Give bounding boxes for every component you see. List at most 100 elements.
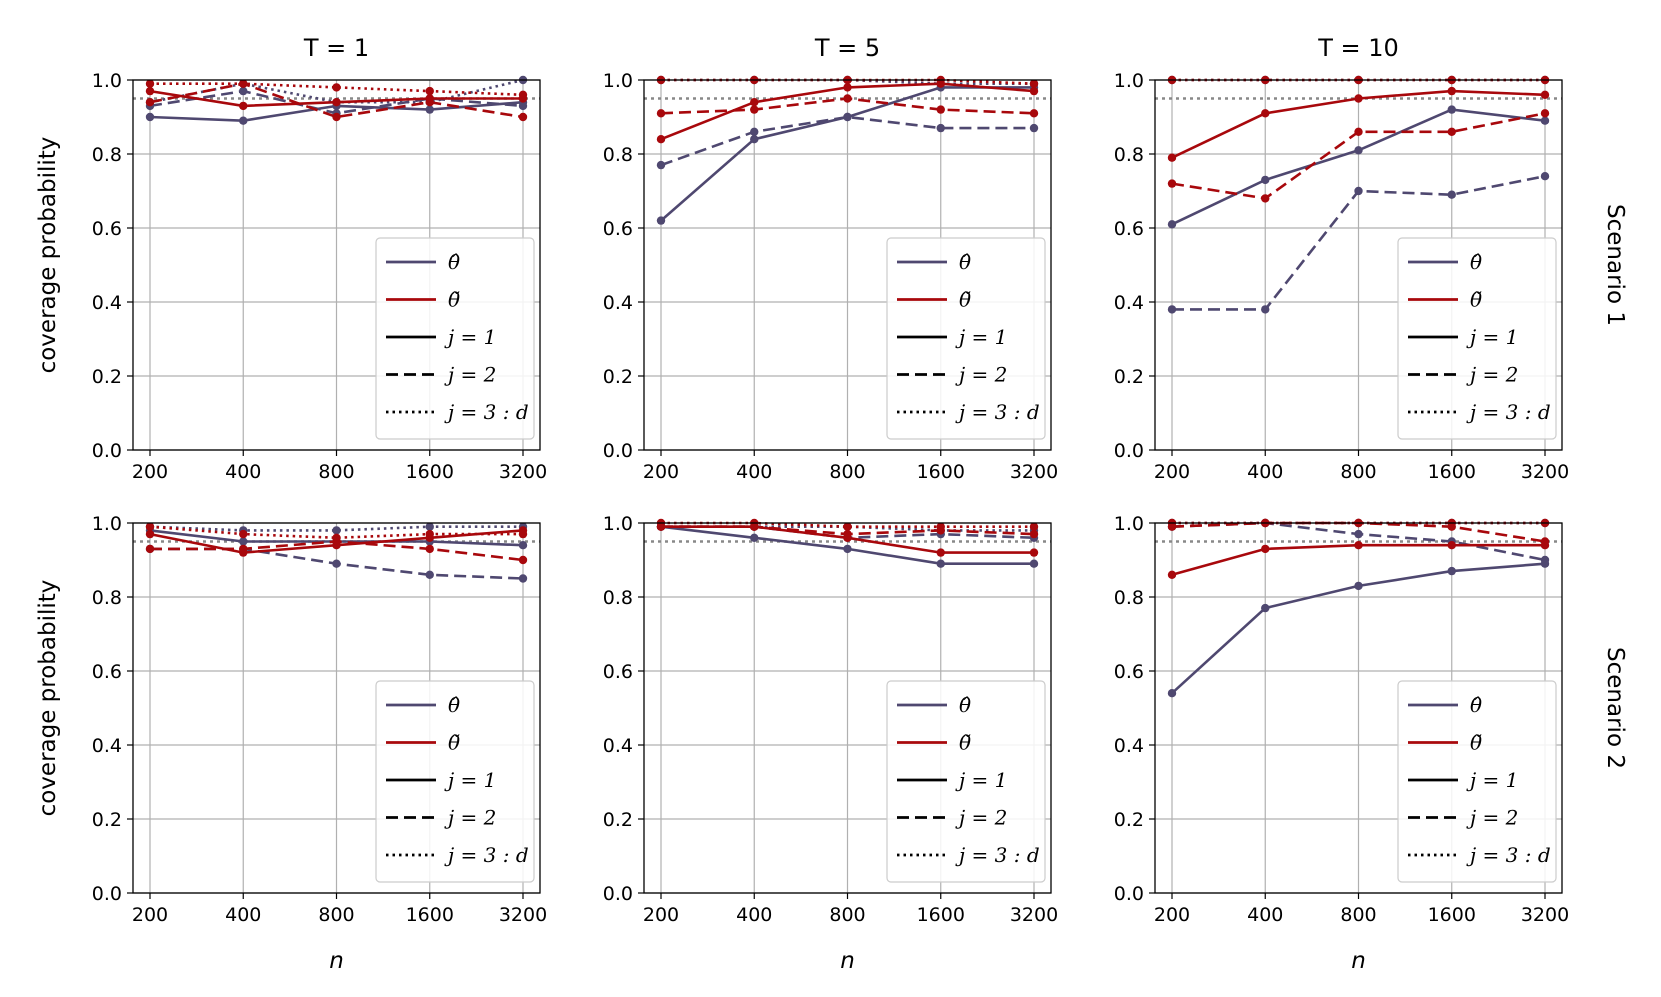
legend-label: θ̂: [1470, 693, 1482, 717]
legend-label: θ̂: [448, 250, 460, 274]
y-tick-label: 0.4: [92, 292, 122, 314]
row-label: Scenario 1: [1602, 204, 1628, 326]
legend-label: j = 2: [1466, 806, 1518, 830]
y-tick-label: 1.0: [1114, 70, 1144, 92]
legend-label: j = 1: [955, 325, 1007, 349]
legend-label: j = 2: [955, 363, 1007, 387]
data-point: [425, 105, 434, 114]
data-point: [518, 555, 528, 565]
x-tick-label: 3200: [1010, 904, 1058, 926]
y-tick-label: 0.8: [603, 144, 633, 166]
legend-label: j = 3 : d: [955, 843, 1040, 867]
legend-label: j = 2: [444, 806, 496, 830]
data-point: [1167, 153, 1177, 162]
data-point: [750, 105, 759, 114]
y-tick-label: 0.0: [92, 440, 122, 462]
y-tick-label: 0.4: [1114, 292, 1144, 314]
legend-frame: [375, 237, 535, 440]
data-point: [1261, 175, 1270, 185]
y-tick-label: 1.0: [603, 513, 633, 535]
y-tick-label: 0.6: [603, 661, 633, 683]
data-point: [936, 522, 945, 531]
data-point: [936, 559, 945, 568]
x-tick-label: 400: [225, 461, 261, 483]
legend-label: θ̂: [959, 693, 971, 717]
legend-label: j = 3 : d: [444, 400, 529, 424]
x-tick-label: 800: [318, 904, 354, 926]
data-point: [656, 160, 666, 170]
x-tick-label: 800: [1340, 904, 1376, 926]
data-point: [332, 83, 341, 92]
data-point: [750, 98, 759, 107]
data-point: [425, 98, 434, 107]
data-point: [518, 112, 528, 122]
legend: θ̂ θ̃ j = 1 j = 2 j = 3 : d: [1397, 680, 1557, 883]
legend-frame: [886, 680, 1046, 883]
y-tick-label: 0.4: [92, 735, 122, 757]
x-tick-label: 800: [829, 904, 865, 926]
legend-label: j = 3 : d: [444, 843, 529, 867]
legend: θ̂ θ̃ j = 1 j = 2 j = 3 : d: [886, 680, 1046, 883]
data-point: [1540, 90, 1550, 100]
x-tick-label: 800: [1340, 461, 1376, 483]
y-axis-label: coverage probability: [35, 137, 61, 374]
x-tick-label: 1600: [406, 461, 454, 483]
y-tick-label: 0.4: [603, 735, 633, 757]
data-point: [1540, 172, 1550, 181]
x-axis-label: n: [1351, 948, 1366, 974]
data-point: [425, 544, 434, 554]
x-tick-label: 800: [318, 461, 354, 483]
data-point: [1261, 194, 1270, 203]
legend-label: j = 3 : d: [955, 400, 1040, 424]
y-tick-label: 0.6: [1114, 218, 1144, 240]
data-point: [425, 86, 434, 96]
y-tick-label: 0.0: [603, 440, 633, 462]
x-tick-label: 400: [736, 904, 772, 926]
y-tick-label: 0.2: [1114, 809, 1144, 831]
data-point: [239, 529, 248, 539]
legend-label: j = 2: [444, 363, 496, 387]
data-point: [1029, 86, 1039, 96]
data-point: [750, 127, 759, 136]
y-tick-label: 0.8: [603, 587, 633, 609]
data-point: [1540, 537, 1550, 546]
legend-label: θ̃: [1470, 731, 1482, 755]
data-point: [750, 533, 759, 542]
legend-label: j = 3 : d: [1466, 400, 1551, 424]
legend-label: j = 1: [1466, 768, 1518, 792]
data-point: [145, 544, 155, 554]
panel-2-2: 200 400 800 1600 3200 0.0 0.2 0.4 0.6 0.8 1.0 θ̂ θ̃ j…: [603, 513, 1058, 926]
data-point: [1447, 105, 1456, 114]
x-tick-label: 3200: [1521, 904, 1569, 926]
legend: θ̂ θ̃ j = 1 j = 2 j = 3 : d: [375, 237, 535, 440]
y-tick-label: 0.6: [603, 218, 633, 240]
y-tick-label: 0.0: [1114, 883, 1144, 905]
data-point: [332, 533, 341, 542]
data-point: [1540, 555, 1550, 565]
legend-label: j = 1: [444, 768, 496, 792]
data-point: [145, 86, 155, 96]
y-tick-label: 0.4: [1114, 735, 1144, 757]
legend-frame: [886, 237, 1046, 440]
data-point: [1447, 541, 1456, 550]
data-point: [239, 116, 248, 125]
y-tick-label: 1.0: [1114, 513, 1144, 535]
data-point: [239, 101, 248, 111]
data-point: [332, 559, 341, 568]
x-tick-label: 3200: [1010, 461, 1058, 483]
data-point: [425, 570, 434, 579]
y-tick-label: 0.8: [92, 587, 122, 609]
x-tick-label: 400: [1247, 904, 1283, 926]
data-point: [1354, 581, 1363, 591]
y-tick-label: 0.0: [92, 883, 122, 905]
panel-title: T = 5: [814, 34, 880, 62]
data-point: [332, 526, 341, 535]
legend-label: θ̂: [959, 250, 971, 274]
y-tick-label: 0.2: [603, 366, 633, 388]
x-axis-label: n: [329, 948, 344, 974]
y-tick-label: 0.0: [1114, 440, 1144, 462]
data-point: [239, 537, 248, 546]
y-tick-label: 0.0: [603, 883, 633, 905]
y-tick-label: 0.6: [92, 661, 122, 683]
data-point: [145, 522, 155, 531]
